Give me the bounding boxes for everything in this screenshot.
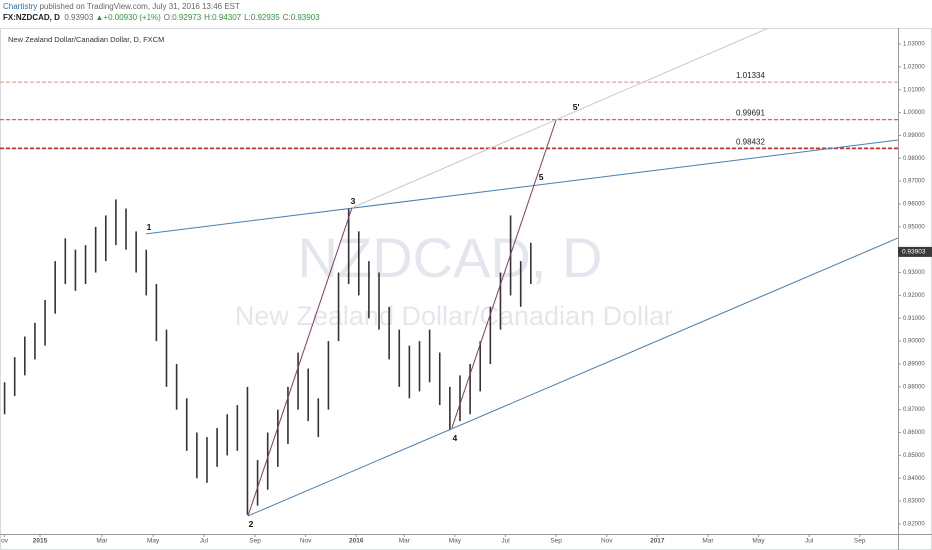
x-tick-label: Nov — [601, 538, 613, 545]
x-tick-label: Mar — [96, 538, 108, 545]
last-price-box — [898, 246, 932, 257]
x-tick-label: 2017 — [650, 538, 665, 545]
level-label: 1.01334 — [736, 71, 765, 80]
x-tick-label: May — [752, 538, 765, 545]
y-tick-label: 0.90000 — [903, 339, 925, 345]
x-tick-label: May — [449, 538, 462, 545]
trend-line — [247, 237, 898, 517]
wave-label: 5' — [573, 102, 580, 112]
watermark-name: New Zealand Dollar/Canadian Dollar — [235, 301, 673, 331]
y-tick-label: 0.84000 — [903, 476, 925, 482]
y-tick-label: 0.89000 — [903, 362, 925, 368]
level-label: 0.99691 — [736, 109, 765, 118]
price: 0.93903 — [64, 13, 94, 22]
author[interactable]: Chartistry — [3, 2, 38, 11]
y-tick-label: 0.82000 — [903, 522, 925, 528]
x-tick-label: 2016 — [349, 538, 364, 545]
wave-label: 1 — [147, 222, 152, 232]
ohlc-label: L: — [244, 13, 251, 22]
x-tick-label: Jul — [805, 538, 814, 545]
y-tick-label: 0.92000 — [903, 293, 925, 299]
y-tick-label: 0.91000 — [903, 316, 925, 322]
y-tick-label: 0.99000 — [903, 133, 925, 139]
published: published on TradingView.com, July 31, 2… — [39, 2, 240, 11]
x-tick-label: Mar — [702, 538, 714, 545]
y-tick-label: 0.96000 — [903, 202, 925, 208]
frame — [0, 28, 932, 550]
y-tick-label: 0.97000 — [903, 179, 925, 185]
x-tick-label: Sep — [854, 538, 866, 545]
x-tick-label: Sep — [249, 538, 261, 545]
watermark-symbol: NZDCAD, D — [298, 226, 603, 289]
wave-label: 5 — [539, 172, 544, 182]
y-tick-label: 0.87000 — [903, 407, 925, 413]
ohlc-label: O: — [163, 13, 173, 22]
plot — [0, 28, 898, 517]
x-tick-label: Nov — [300, 538, 312, 545]
y-tick-label: 1.01000 — [903, 87, 925, 93]
x-tick-label: Jul — [501, 538, 510, 545]
y-tick-label: 0.93000 — [903, 270, 925, 276]
y-tick-label: 0.86000 — [903, 430, 925, 436]
y-tick-label: 1.03000 — [903, 42, 925, 48]
x-tick-label: Jul — [200, 538, 209, 545]
y-tick-label: 0.98000 — [903, 156, 925, 162]
x-tick-label: ov — [1, 538, 9, 545]
ohlc-value: 0.94307 — [212, 13, 242, 22]
wave-label: 2 — [249, 519, 254, 529]
x-tick-label: Mar — [399, 538, 411, 545]
y-tick-label: 0.95000 — [903, 224, 925, 230]
chart-title: New Zealand Dollar/Canadian Dollar, D, F… — [8, 35, 164, 44]
y-tick-label: 1.00000 — [903, 110, 925, 116]
wave-label: 3 — [351, 196, 356, 206]
ohlc-label: C: — [282, 13, 291, 22]
last-price-label: 0.93903 — [902, 249, 926, 256]
wave-label: 4 — [453, 433, 458, 443]
ohlc-label: H: — [204, 13, 213, 22]
x-tick-label: 2015 — [33, 538, 48, 545]
ohlc-value: 0.93903 — [290, 13, 320, 22]
ohlc-value: 0.92935 — [250, 13, 280, 22]
ohlc-value: 0.92973 — [172, 13, 202, 22]
quote-line: FX:NZDCAD, D 0.93903 ▲+0.00930 (+1%) O:0.… — [3, 12, 320, 23]
publish-line: Chartistry published on TradingView.com,… — [3, 1, 320, 12]
y-tick-label: 0.88000 — [903, 384, 925, 390]
y-tick-label: 0.85000 — [903, 453, 925, 459]
trend-line — [145, 139, 898, 235]
arrow: ▲ — [95, 13, 104, 22]
trend-line — [351, 28, 769, 209]
level-label: 0.98432 — [736, 138, 765, 147]
change: +0.00930 (+1%) — [103, 13, 161, 22]
y-tick-label: 0.83000 — [903, 499, 925, 505]
x-tick-label: May — [147, 538, 160, 545]
ohlc: O:0.92973 H:0.94307 L:0.92935 C:0.93903 — [161, 13, 320, 22]
symbol: FX:NZDCAD, D — [3, 13, 60, 22]
y-tick-label: 1.02000 — [903, 64, 925, 70]
x-tick-label: Sep — [550, 538, 562, 545]
trend-line — [451, 119, 557, 429]
trend-line — [247, 207, 353, 517]
header: Chartistry published on TradingView.com,… — [3, 1, 320, 23]
